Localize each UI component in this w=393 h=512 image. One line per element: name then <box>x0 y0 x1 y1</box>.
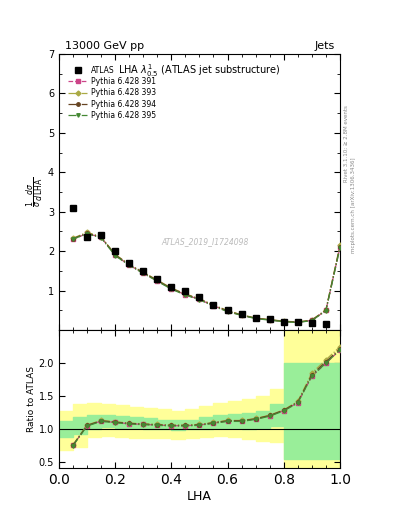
Text: 13000 GeV pp: 13000 GeV pp <box>64 41 144 51</box>
Text: ATLAS_2019_I1724098: ATLAS_2019_I1724098 <box>162 237 249 246</box>
Legend: ATLAS, Pythia 6.428 391, Pythia 6.428 393, Pythia 6.428 394, Pythia 6.428 395: ATLAS, Pythia 6.428 391, Pythia 6.428 39… <box>68 66 156 120</box>
X-axis label: LHA: LHA <box>187 490 212 503</box>
Text: mcplots.cern.ch [arXiv:1306.3436]: mcplots.cern.ch [arXiv:1306.3436] <box>351 157 356 252</box>
Y-axis label: Ratio to ATLAS: Ratio to ATLAS <box>27 367 36 432</box>
Text: Rivet 3.1.10; ≥ 2.8M events: Rivet 3.1.10; ≥ 2.8M events <box>344 105 349 182</box>
Text: Jets: Jets <box>314 41 334 51</box>
Text: LHA $\lambda^{1}_{0.5}$ (ATLAS jet substructure): LHA $\lambda^{1}_{0.5}$ (ATLAS jet subst… <box>118 62 281 79</box>
Y-axis label: $\frac{1}{\sigma}\frac{d\sigma}{d\,\mathrm{LHA}}$: $\frac{1}{\sigma}\frac{d\sigma}{d\,\math… <box>25 177 46 207</box>
